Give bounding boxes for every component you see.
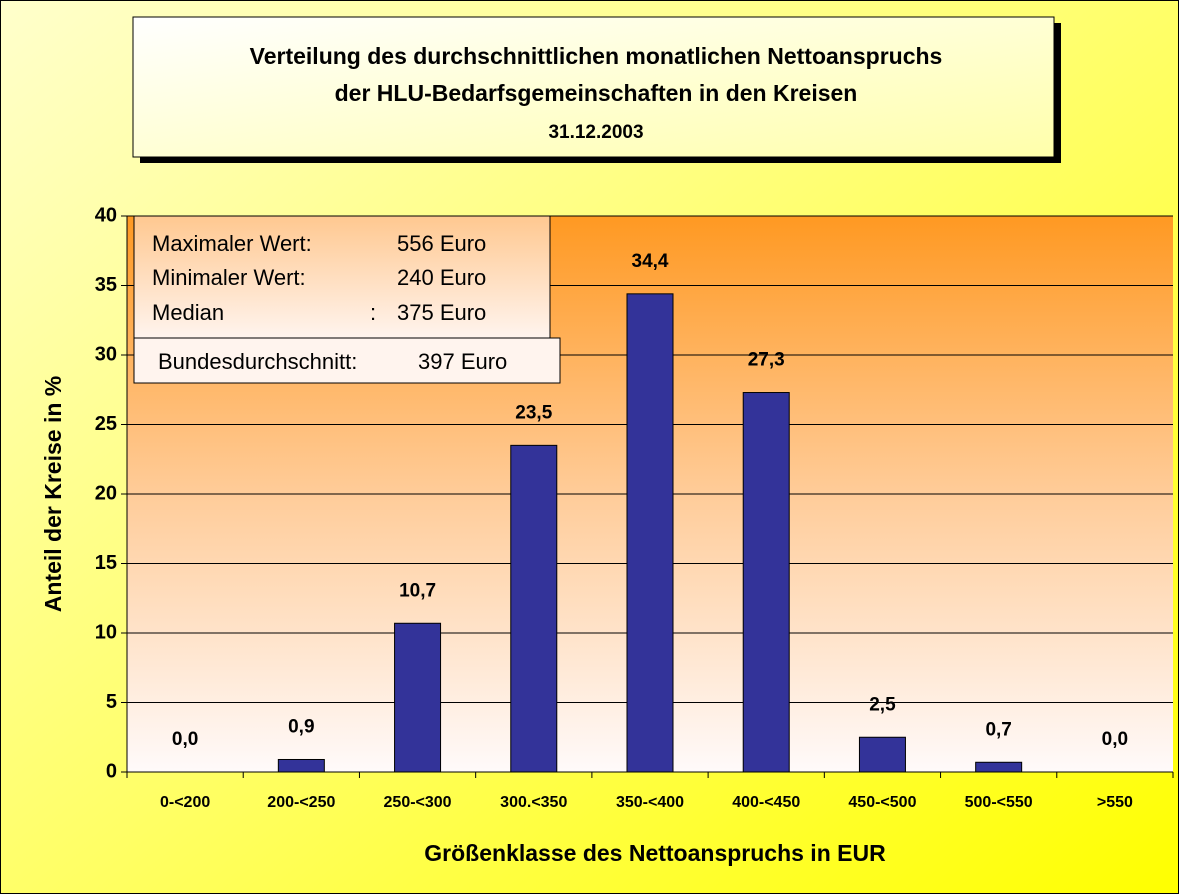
bar bbox=[394, 622, 442, 773]
value-label: 27,3 bbox=[748, 350, 785, 371]
y-tick-label: 10 bbox=[95, 621, 117, 643]
value-label: 0,0 bbox=[172, 729, 198, 750]
bar bbox=[742, 392, 790, 773]
stat-label: Maximaler Wert: bbox=[152, 231, 312, 256]
value-label: 2,5 bbox=[869, 694, 896, 715]
stat-value: 556 Euro bbox=[397, 231, 486, 256]
x-tick-label: 400-<450 bbox=[732, 794, 800, 811]
value-label: 0,0 bbox=[1102, 729, 1128, 750]
national-value: 397 Euro bbox=[418, 349, 507, 374]
y-tick-label: 40 bbox=[95, 204, 117, 226]
value-label: 34,4 bbox=[632, 251, 669, 272]
x-tick-label: 0-<200 bbox=[160, 794, 210, 811]
y-tick-label: 35 bbox=[95, 274, 117, 296]
bar bbox=[975, 761, 1023, 773]
title-box bbox=[132, 16, 1055, 158]
stats-box bbox=[133, 215, 551, 339]
bar bbox=[626, 293, 674, 773]
value-label: 10,7 bbox=[399, 580, 436, 601]
y-axis-label: Anteil der Kreise in % bbox=[40, 376, 66, 612]
value-label: 0,7 bbox=[985, 719, 1011, 740]
chart-title: der HLU-Bedarfsgemeinschaften in den Kre… bbox=[335, 80, 858, 106]
bar bbox=[510, 444, 558, 773]
stat-separator: : bbox=[370, 300, 376, 325]
chart-title: Verteilung des durchschnittlichen monatl… bbox=[250, 43, 943, 69]
x-tick-label: 450-<500 bbox=[848, 794, 916, 811]
value-label: 0,9 bbox=[288, 717, 314, 738]
x-tick-label: 250-<300 bbox=[384, 794, 452, 811]
stat-value: 240 Euro bbox=[397, 265, 486, 290]
stat-label: Minimaler Wert: bbox=[152, 265, 306, 290]
bar bbox=[858, 736, 906, 773]
national-box bbox=[133, 337, 561, 384]
x-tick-label: 500-<550 bbox=[965, 794, 1033, 811]
y-tick-label: 15 bbox=[95, 552, 117, 574]
stat-value: 375 Euro bbox=[397, 300, 486, 325]
x-tick-label: 200-<250 bbox=[267, 794, 335, 811]
y-tick-label: 0 bbox=[106, 760, 117, 782]
x-tick-label: >550 bbox=[1097, 794, 1133, 811]
x-tick-label: 300.<350 bbox=[500, 794, 567, 811]
national-label: Bundesdurchschnitt: bbox=[158, 349, 357, 374]
x-axis-label: Größenklasse des Nettoanspruchs in EUR bbox=[424, 840, 886, 866]
x-tick-label: 350-<400 bbox=[616, 794, 684, 811]
chart-subtitle: 31.12.2003 bbox=[548, 122, 643, 143]
bar bbox=[277, 758, 325, 773]
stat-label: Median bbox=[152, 300, 224, 325]
y-tick-label: 25 bbox=[95, 413, 117, 435]
y-tick-label: 30 bbox=[95, 343, 117, 365]
y-tick-label: 20 bbox=[95, 482, 117, 504]
value-label: 23,5 bbox=[515, 402, 552, 423]
y-tick-label: 5 bbox=[106, 691, 117, 713]
